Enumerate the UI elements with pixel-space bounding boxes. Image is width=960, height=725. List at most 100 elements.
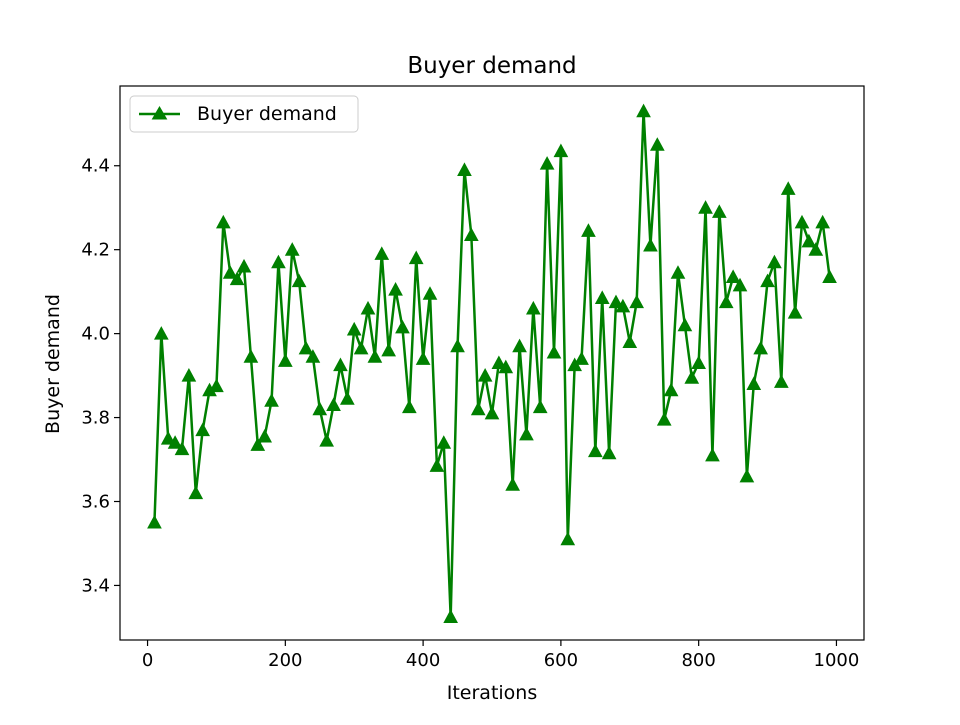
data-point-marker [581,223,596,237]
data-point-marker [608,294,624,309]
data-point-marker [298,340,314,355]
data-point-marker [794,214,810,229]
axis-ticks: 0 200 400 600 800 1000 3.4 3.6 3.8 4.0 4.2 4.4 [81,156,859,671]
data-point-marker [718,294,734,309]
data-point-marker [601,445,617,460]
data-point-marker [422,286,438,300]
x-tick-label: 1000 [814,650,860,671]
y-tick-label: 4.2 [81,240,110,261]
data-point-marker [250,437,266,451]
legend: Buyer demand [129,95,359,133]
data-point-marker [257,428,273,443]
data-point-marker [677,317,693,332]
data-point-marker [470,401,486,416]
data-point-marker [539,156,555,170]
data-point-marker [746,376,762,391]
data-point-marker [167,435,183,449]
x-tick-label: 0 [142,650,153,671]
data-point-marker [181,368,197,382]
data-point-marker [271,254,286,269]
data-point-marker [587,443,603,458]
x-tick-label: 800 [681,650,715,671]
plot-area-frame [119,85,865,641]
data-point-marker [684,370,700,384]
data-point-marker [395,319,410,334]
data-point-marker [333,357,348,372]
data-point-marker [553,143,569,158]
data-point-marker [188,485,204,500]
y-tick-label: 3.8 [81,408,110,429]
data-point-marker [381,342,397,357]
data-point-marker [670,265,686,279]
data-point-marker [443,609,459,623]
data-point-marker [222,265,238,279]
data-point-marker [174,441,190,456]
x-tick-label: 600 [544,650,578,671]
data-point-marker [629,294,645,309]
data-point-marker [147,514,162,529]
data-point-marker [815,214,831,229]
data-point-marker [773,374,789,388]
x-tick-label: 400 [406,650,440,671]
y-tick-label: 4.4 [81,156,110,177]
data-point-marker [374,246,390,260]
legend-label: Buyer demand [197,103,337,125]
data-point-marker [450,338,465,353]
data-point-marker [594,290,610,304]
data-point-marker [305,349,321,363]
data-point-marker [767,254,782,269]
data-point-marker [195,422,211,437]
data-point-marker [477,368,493,382]
data-point-marker [491,355,507,370]
data-point-marker [705,447,720,462]
data-point-marker [525,300,541,315]
y-tick-label: 4.0 [81,324,110,345]
data-point-marker [457,162,472,176]
chart-title: Buyer demand [407,53,576,79]
data-point-marker [711,204,727,218]
data-point-marker [801,233,817,248]
data-point-marker [277,353,293,367]
y-tick-label: 3.6 [81,492,110,513]
data-point-marker [326,397,341,411]
data-point-marker [505,477,521,491]
data-point-marker [822,269,837,283]
data-point-marker [643,237,658,252]
data-point-marker [153,326,169,340]
data-point-marker [360,300,376,315]
data-point-marker [291,273,307,288]
data-point-marker [698,200,713,214]
data-point-marker [463,227,479,242]
plot-series [147,103,837,623]
data-point-marker [519,426,534,441]
data-point-marker [560,531,576,546]
data-point-marker [649,137,665,151]
data-point-marker [656,412,672,426]
data-point-marker [319,433,335,447]
data-point-marker [243,349,259,363]
data-point-marker [284,242,300,256]
data-point-marker [408,250,424,265]
data-point-marker [760,273,775,288]
data-point-marker [401,399,417,414]
data-point-marker [546,344,562,359]
x-axis-label: Iterations [447,682,538,704]
data-point-marker [780,181,796,195]
x-tick-label: 200 [268,650,302,671]
legend-box [129,95,359,133]
legend-marker-swatch [151,106,168,120]
data-point-marker [484,405,500,420]
data-point-marker [312,401,328,416]
data-point-marker [622,334,638,349]
data-point-marker [512,338,527,353]
data-point-marker [725,269,741,283]
data-point-marker [532,399,548,414]
data-point-marker [346,321,362,336]
data-point-marker [367,349,383,363]
data-point-marker [353,340,369,355]
data-point-marker [160,430,176,445]
data-point-marker [732,277,748,292]
data-point-marker [691,355,707,370]
data-point-marker [436,435,452,449]
